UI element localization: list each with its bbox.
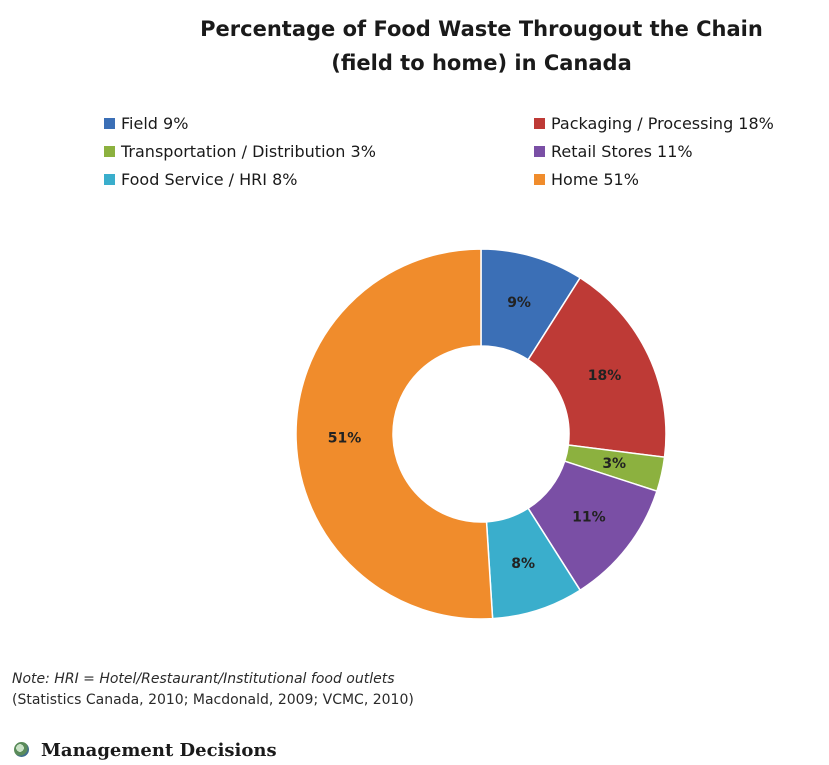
note-sources: (Statistics Canada, 2010; Macdonald, 200… bbox=[12, 692, 414, 708]
slice-home bbox=[295, 248, 494, 620]
legend-swatch bbox=[104, 146, 115, 157]
legend-swatch bbox=[104, 118, 115, 129]
legend-label: Food Service / HRI 8% bbox=[121, 170, 298, 189]
chart-legend: Field 9% Packaging / Processing 18% Tran… bbox=[100, 114, 829, 194]
legend-swatch bbox=[534, 118, 545, 129]
legend-swatch bbox=[104, 174, 115, 185]
slice-label-home: 51% bbox=[328, 430, 362, 446]
legend-item-home: Home 51% bbox=[534, 170, 639, 190]
chart-title-line-2: (field to home) in Canada bbox=[331, 51, 632, 75]
legend-swatch bbox=[534, 174, 545, 185]
donut-chart: 9% 18% 3% 11% 8% 51% bbox=[295, 248, 667, 620]
note-abbreviation: Note: HRI = Hotel/Restaurant/Institution… bbox=[12, 671, 395, 687]
slice-label-field: 9% bbox=[507, 295, 531, 311]
chart-title: Percentage of Food Waste Througout the C… bbox=[0, 12, 829, 80]
slice-label-transportation-distribution: 3% bbox=[602, 456, 626, 472]
slice-label-retail-stores: 11% bbox=[572, 510, 606, 526]
legend-label: Retail Stores 11% bbox=[551, 142, 693, 161]
section-heading-label: Management Decisions bbox=[41, 740, 277, 761]
legend-label: Field 9% bbox=[121, 114, 189, 133]
legend-item-transportation: Transportation / Distribution 3% bbox=[104, 142, 376, 162]
legend-label: Home 51% bbox=[551, 170, 639, 189]
slice-label-packaging-processing: 18% bbox=[588, 368, 622, 384]
legend-item-field: Field 9% bbox=[104, 114, 188, 134]
chart-note: Note: HRI = Hotel/Restaurant/Institution… bbox=[12, 669, 414, 711]
legend-label: Packaging / Processing 18% bbox=[551, 114, 774, 133]
slice-packaging-processing bbox=[527, 276, 667, 459]
bullet-globe-icon bbox=[14, 742, 29, 757]
chart-title-line-1: Percentage of Food Waste Througout the C… bbox=[200, 17, 763, 41]
section-heading: Management Decisions bbox=[14, 740, 277, 762]
legend-swatch bbox=[534, 146, 545, 157]
legend-item-packaging: Packaging / Processing 18% bbox=[534, 114, 774, 134]
legend-item-food-service: Food Service / HRI 8% bbox=[104, 170, 297, 190]
slice-label-food-service-hri: 8% bbox=[511, 556, 535, 572]
legend-item-retail: Retail Stores 11% bbox=[534, 142, 693, 162]
legend-label: Transportation / Distribution 3% bbox=[121, 142, 376, 161]
